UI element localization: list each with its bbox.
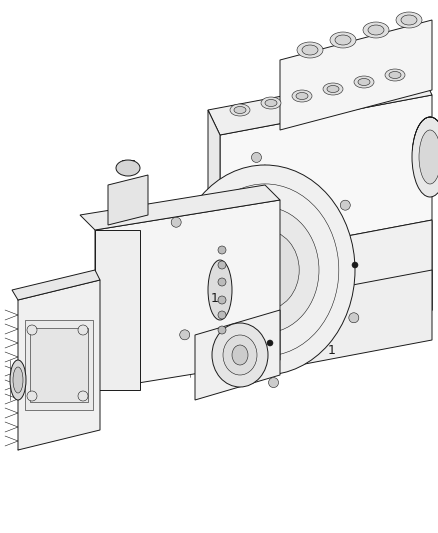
Ellipse shape xyxy=(261,97,281,109)
Ellipse shape xyxy=(27,391,37,401)
Ellipse shape xyxy=(265,100,277,107)
Ellipse shape xyxy=(246,221,324,315)
Bar xyxy=(25,320,93,410)
Ellipse shape xyxy=(218,261,226,269)
Text: 1: 1 xyxy=(211,292,219,304)
Ellipse shape xyxy=(292,90,312,102)
Ellipse shape xyxy=(296,93,308,100)
Ellipse shape xyxy=(218,278,226,286)
Polygon shape xyxy=(280,20,432,130)
Ellipse shape xyxy=(363,22,389,38)
Ellipse shape xyxy=(218,296,226,304)
Ellipse shape xyxy=(13,367,23,393)
Ellipse shape xyxy=(358,78,370,85)
Ellipse shape xyxy=(251,254,279,286)
Polygon shape xyxy=(108,175,148,225)
Ellipse shape xyxy=(267,340,273,346)
Polygon shape xyxy=(95,230,140,390)
Ellipse shape xyxy=(412,117,438,197)
Ellipse shape xyxy=(368,25,384,35)
Ellipse shape xyxy=(302,45,318,55)
Ellipse shape xyxy=(349,313,359,323)
Ellipse shape xyxy=(335,35,351,45)
Ellipse shape xyxy=(230,104,250,116)
Ellipse shape xyxy=(389,71,401,78)
Ellipse shape xyxy=(225,196,345,340)
Ellipse shape xyxy=(396,12,422,28)
Ellipse shape xyxy=(218,246,226,254)
Ellipse shape xyxy=(297,42,323,58)
Polygon shape xyxy=(195,310,280,400)
Polygon shape xyxy=(220,95,432,260)
Ellipse shape xyxy=(251,152,261,163)
Ellipse shape xyxy=(419,130,438,184)
Polygon shape xyxy=(12,270,100,300)
Ellipse shape xyxy=(234,107,246,114)
Ellipse shape xyxy=(212,323,268,387)
Ellipse shape xyxy=(78,325,88,335)
Polygon shape xyxy=(208,70,432,135)
Ellipse shape xyxy=(208,260,232,320)
Ellipse shape xyxy=(231,230,299,310)
Ellipse shape xyxy=(385,69,405,81)
Polygon shape xyxy=(95,200,280,390)
Ellipse shape xyxy=(268,377,279,387)
Polygon shape xyxy=(220,220,432,350)
Ellipse shape xyxy=(116,160,140,176)
Polygon shape xyxy=(18,280,100,450)
Ellipse shape xyxy=(223,335,257,375)
Polygon shape xyxy=(80,185,280,230)
Ellipse shape xyxy=(180,330,190,340)
Ellipse shape xyxy=(401,15,417,25)
Ellipse shape xyxy=(323,83,343,95)
Ellipse shape xyxy=(218,326,226,334)
Ellipse shape xyxy=(218,311,226,319)
Ellipse shape xyxy=(78,391,88,401)
Polygon shape xyxy=(208,110,220,380)
Ellipse shape xyxy=(10,360,26,400)
Ellipse shape xyxy=(232,345,248,365)
Ellipse shape xyxy=(327,85,339,93)
Ellipse shape xyxy=(354,76,374,88)
Ellipse shape xyxy=(27,325,37,335)
Ellipse shape xyxy=(340,200,350,210)
Polygon shape xyxy=(175,165,292,375)
Ellipse shape xyxy=(175,165,355,375)
Bar xyxy=(30,328,88,402)
Polygon shape xyxy=(220,270,432,380)
Ellipse shape xyxy=(352,262,358,268)
Ellipse shape xyxy=(171,217,181,227)
Text: 1: 1 xyxy=(328,343,336,357)
Ellipse shape xyxy=(330,32,356,48)
Ellipse shape xyxy=(324,301,336,309)
Ellipse shape xyxy=(211,207,319,333)
